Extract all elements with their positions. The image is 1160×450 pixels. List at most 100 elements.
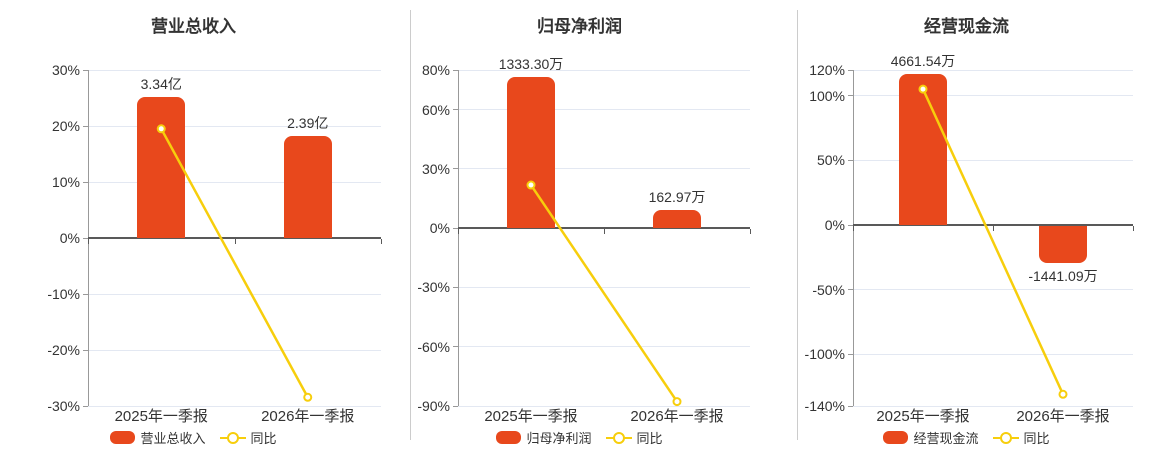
y-axis-tick-label: 120%: [809, 62, 845, 78]
y-axis-tick-label: -90%: [417, 398, 450, 414]
bar-value-label: -1441.09万: [1028, 268, 1098, 285]
line-marker-icon: [605, 431, 632, 445]
line-marker-icon: [992, 431, 1019, 445]
y-axis-tick: [83, 293, 88, 295]
x-axis-tick: [750, 229, 751, 235]
legend-item-bar-series[interactable]: 经营现金流: [883, 428, 979, 447]
y-axis-tick: [453, 168, 458, 170]
x-axis-tick: [458, 229, 459, 235]
y-axis-tick: [848, 69, 853, 71]
y-axis-tick: [848, 95, 853, 97]
y-axis-tick: [453, 405, 458, 407]
y-axis-tick-label: 100%: [809, 87, 845, 104]
y-axis-tick-label: 0%: [59, 230, 80, 246]
bar-2026年一季报[interactable]: [653, 210, 701, 229]
gridline: [853, 353, 1133, 355]
y-axis-tick-label: -50%: [812, 281, 845, 298]
legend-label: 归母净利润: [526, 431, 592, 446]
x-axis-tick: [1133, 226, 1134, 232]
x-axis-tick: [234, 239, 236, 244]
legend: 归母净利润 同比: [386, 428, 773, 447]
x-category-label: 2025年一季报: [484, 408, 578, 425]
y-axis-tick-label: 0%: [429, 220, 450, 237]
gridline: [88, 125, 381, 127]
legend-label: 同比: [1023, 431, 1050, 446]
gridline: [458, 168, 750, 170]
y-axis-tick: [83, 349, 88, 351]
gridline: [853, 69, 1133, 71]
y-axis-tick: [453, 69, 458, 71]
legend-item-line-series[interactable]: 同比: [219, 428, 277, 447]
y-axis-tick-label: 10%: [51, 174, 80, 190]
y-axis-tick: [453, 286, 458, 288]
y-axis-tick-label: 20%: [51, 118, 80, 134]
bar-swatch-icon: [496, 431, 522, 444]
gridline: [853, 95, 1133, 97]
y-axis-tick: [453, 346, 458, 348]
chart-title: 经营现金流: [924, 17, 1009, 36]
y-axis-tick: [453, 227, 458, 229]
x-axis-tick: [604, 229, 605, 235]
y-axis-tick: [83, 69, 88, 71]
chart-panel-total-revenue: 营业总收入 营业总收入 同比: [0, 0, 387, 450]
legend-label: 同比: [250, 431, 277, 446]
bar-2025年一季报[interactable]: [137, 97, 186, 238]
y-axis-tick-label: -60%: [417, 338, 450, 355]
x-axis-tick: [993, 226, 994, 232]
y-axis-tick-label: -140%: [804, 398, 845, 414]
gridline: [458, 346, 750, 348]
x-axis-tick: [853, 226, 854, 232]
legend-label: 同比: [636, 431, 663, 446]
bar-2026年一季报[interactable]: [283, 136, 332, 238]
chart-panel-operating-cash-flow: 经营现金流 经营现金流 同比: [773, 0, 1160, 450]
gridline: [458, 405, 750, 407]
x-category-label: 2026年一季报: [261, 408, 355, 425]
bar-value-label: 162.97万: [648, 189, 706, 206]
gridline: [88, 349, 381, 351]
y-axis-tick-label: 80%: [421, 62, 450, 78]
y-axis-tick: [848, 159, 853, 161]
bar-value-label: 4661.54万: [890, 52, 956, 69]
bar-swatch-icon: [110, 431, 136, 444]
y-axis-tick: [848, 353, 853, 355]
legend-item-line-series[interactable]: 同比: [605, 428, 663, 447]
x-category-label: 2026年一季报: [1016, 408, 1110, 425]
chart-panel-net-profit: 归母净利润 归母净利润 同比: [386, 0, 773, 450]
legend-item-bar-series[interactable]: 归母净利润: [496, 428, 592, 447]
y-axis-tick-label: -20%: [47, 342, 80, 358]
y-axis-tick: [848, 224, 853, 226]
gridline: [853, 289, 1133, 291]
legend-label: 经营现金流: [913, 431, 979, 446]
legend: 经营现金流 同比: [773, 428, 1160, 447]
bar-value-label: 3.34亿: [140, 76, 182, 93]
bar-2025年一季报[interactable]: [899, 73, 947, 226]
gridline: [88, 181, 381, 183]
legend: 营业总收入 同比: [0, 428, 387, 447]
y-axis-tick: [83, 181, 88, 183]
y-axis-tick-label: 30%: [51, 62, 80, 78]
y-axis-tick-label: 30%: [421, 160, 450, 177]
y-axis-tick: [83, 237, 88, 239]
legend-item-bar-series[interactable]: 营业总收入: [110, 428, 206, 447]
bar-value-label: 2.39亿: [287, 115, 329, 132]
gridline: [853, 405, 1133, 407]
gridline: [88, 69, 381, 71]
bar-2025年一季报[interactable]: [507, 77, 555, 229]
gridline: [88, 293, 381, 295]
x-axis-tick: [381, 239, 382, 244]
y-axis-tick-label: -100%: [804, 346, 845, 363]
y-axis-tick: [848, 289, 853, 291]
y-axis-tick-label: -10%: [47, 286, 80, 302]
y-axis-tick-label: 50%: [816, 152, 845, 169]
panel-divider: [797, 10, 798, 440]
legend-item-line-series[interactable]: 同比: [992, 428, 1050, 447]
x-category-label: 2026年一季报: [630, 408, 724, 425]
y-axis-tick-label: 60%: [421, 101, 450, 118]
gridline: [458, 286, 750, 288]
x-category-label: 2025年一季报: [876, 408, 970, 425]
bar-2026年一季报[interactable]: [1039, 226, 1087, 264]
y-axis-line: [853, 70, 854, 406]
y-axis-line: [458, 70, 459, 406]
chart-title: 营业总收入: [151, 17, 236, 36]
